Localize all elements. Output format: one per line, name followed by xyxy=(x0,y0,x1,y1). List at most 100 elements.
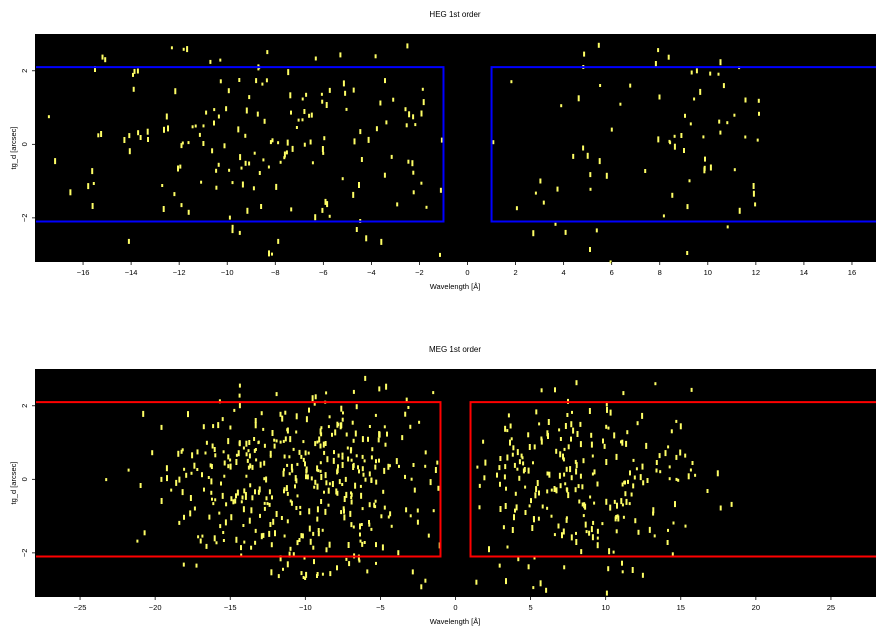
event-point xyxy=(530,498,532,504)
event-point xyxy=(263,501,266,505)
event-point xyxy=(476,465,479,469)
y-tick-label: 2 xyxy=(20,69,29,73)
event-point xyxy=(240,545,242,551)
event-point xyxy=(47,115,50,119)
event-point xyxy=(531,525,534,531)
event-point xyxy=(324,198,327,205)
event-point xyxy=(630,492,633,497)
event-point xyxy=(279,160,282,164)
event-point xyxy=(234,498,237,504)
event-point xyxy=(620,498,623,505)
event-point xyxy=(305,416,308,423)
event-point xyxy=(319,428,322,435)
event-point xyxy=(522,461,525,466)
event-point xyxy=(261,82,264,86)
event-point xyxy=(502,525,505,530)
event-point xyxy=(695,68,698,74)
event-point xyxy=(409,424,412,429)
event-point xyxy=(248,517,251,524)
event-point xyxy=(671,552,674,558)
event-point xyxy=(180,143,183,149)
event-point xyxy=(385,120,388,125)
event-point xyxy=(699,88,702,95)
event-point xyxy=(628,502,631,506)
event-point xyxy=(605,459,608,465)
event-point xyxy=(143,530,146,536)
event-point xyxy=(191,452,194,459)
event-point xyxy=(514,491,517,496)
x-tick-label: −10 xyxy=(221,268,234,277)
event-point xyxy=(235,453,238,457)
event-point xyxy=(248,161,251,166)
event-point xyxy=(690,387,693,392)
event-point xyxy=(565,466,568,472)
event-point xyxy=(227,88,230,94)
event-point xyxy=(367,436,369,442)
event-point xyxy=(560,104,563,108)
event-point xyxy=(547,419,550,425)
event-point xyxy=(616,514,619,518)
event-point xyxy=(178,520,181,525)
event-point xyxy=(267,165,270,169)
event-point xyxy=(632,458,635,462)
event-point xyxy=(101,54,104,60)
event-point xyxy=(295,430,298,434)
event-point xyxy=(308,113,311,118)
event-point xyxy=(308,508,311,515)
event-point xyxy=(292,552,295,557)
event-point xyxy=(667,445,670,449)
event-point xyxy=(245,440,248,447)
event-point xyxy=(296,540,299,546)
event-point xyxy=(524,510,527,515)
event-point xyxy=(139,135,142,140)
event-point xyxy=(629,470,631,476)
x-tick-label: −25 xyxy=(74,603,87,612)
event-point xyxy=(658,94,661,100)
event-point xyxy=(193,462,196,469)
event-point xyxy=(123,137,126,143)
event-point xyxy=(271,495,273,500)
event-point xyxy=(260,411,263,416)
event-point xyxy=(413,487,416,493)
event-point xyxy=(343,514,346,521)
event-point xyxy=(596,481,599,487)
event-point xyxy=(100,131,103,137)
event-point xyxy=(361,454,364,459)
event-point xyxy=(224,519,227,526)
event-point xyxy=(655,468,658,473)
event-point xyxy=(547,433,549,439)
event-point xyxy=(246,458,249,463)
event-point xyxy=(209,59,212,64)
event-point xyxy=(195,563,198,568)
event-point xyxy=(680,133,683,138)
event-point xyxy=(205,440,208,445)
event-point xyxy=(328,482,331,486)
event-point xyxy=(535,486,538,493)
event-point xyxy=(191,125,194,129)
event-point xyxy=(295,506,298,510)
event-point xyxy=(418,420,421,424)
event-point xyxy=(538,490,540,496)
event-point xyxy=(540,438,543,445)
event-point xyxy=(575,531,577,535)
event-point xyxy=(222,531,225,534)
event-point xyxy=(589,187,592,191)
event-point xyxy=(180,449,183,454)
event-point xyxy=(324,472,327,479)
event-point xyxy=(213,120,215,126)
meg-x-ticks: −25 −20 −15 −10 −5 0 5 10 15 20 25 xyxy=(74,597,835,612)
event-point xyxy=(609,409,612,416)
event-point xyxy=(381,544,384,551)
event-point xyxy=(199,538,202,544)
event-point xyxy=(186,46,189,53)
event-point xyxy=(128,133,131,139)
event-point xyxy=(230,496,233,502)
event-point xyxy=(237,450,240,457)
event-point xyxy=(550,488,553,492)
event-point xyxy=(321,572,324,576)
event-point xyxy=(420,110,423,117)
event-point xyxy=(540,436,543,441)
event-point xyxy=(284,436,287,442)
event-point xyxy=(424,450,427,455)
event-point xyxy=(684,113,686,118)
